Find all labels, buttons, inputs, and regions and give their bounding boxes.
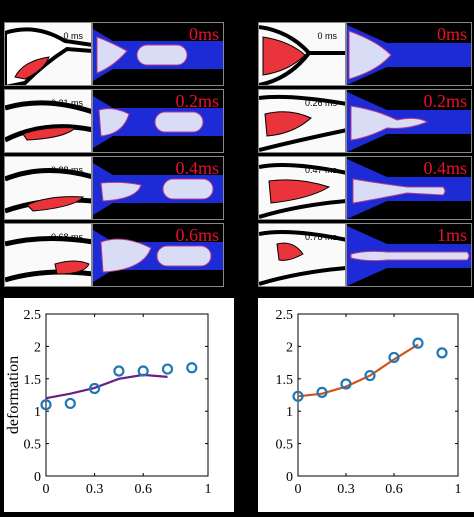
right-deformation-chart: 0 0.5 1 1.5 2 2.5 0 0.3 0.6 1 [276,308,462,497]
simulation-image [93,224,223,286]
data-point [186,362,198,374]
simulation-frame: 0.2ms [346,89,472,153]
x-tick-label: 0.6 [134,482,152,497]
y-tick-label: 2.5 [24,308,42,323]
simulation-frame: 0.4ms [92,156,224,220]
y-tick-label: 0 [286,470,293,485]
micro-time-label: 0.26 ms [304,98,337,108]
right-chart-panel: 0 0.5 1 1.5 2 2.5 0 0.3 0.6 1 [258,298,474,512]
y-axis-label: deformation [5,356,22,434]
sim-time-label: 0.4ms [423,158,467,178]
micrograph-image [259,163,345,219]
micrograph-image [5,235,91,283]
sim-time-label: 1ms [436,225,467,245]
simulation-image [93,23,223,85]
micrograph-frame: 0.78 ms [258,223,346,287]
data-point [137,365,149,377]
y-tick-label: 0.5 [24,438,42,453]
micrograph-frame: 0.26 ms [258,89,346,153]
y-tick-label: 2.5 [276,308,294,323]
micrograph-frame: 0.47 ms [258,156,346,220]
micrograph-image [5,168,91,214]
micro-time-label: 0.47 ms [304,165,337,175]
x-tick-label: 1 [455,482,462,497]
y-tick-label: 1.5 [276,373,294,388]
data-point [412,337,424,349]
sim-time-label: 0.6ms [175,225,219,245]
micro-time-label: 0 ms [317,31,337,41]
model-curve [297,343,419,398]
micrograph-image [259,25,345,85]
sim-time-label: 0.2ms [423,91,467,111]
simulation-image [93,157,223,219]
micro-time-label: 0.38 ms [50,165,83,175]
micrograph-frame: 0.21 ms [4,89,92,153]
micro-time-label: 0.78 ms [304,232,337,242]
micrograph-image [259,230,345,286]
data-point [161,363,174,375]
micrograph-frame: 0.68 ms [4,223,92,287]
right-sequence-panel: 0 ms 0ms 0.26 ms 0.2ms 0.47 ms [258,22,472,288]
left-deformation-chart: 0 0.5 1 1.5 2 2.5 0 0.3 0.6 1 deformation [5,308,212,497]
simulation-image [347,90,471,152]
data-point [364,369,376,382]
y-tick-label: 2 [286,340,293,355]
simulation-image [347,157,471,219]
data-point [436,347,448,359]
data-point [88,382,101,395]
micro-time-label: 0.21 ms [50,98,83,108]
simulation-image [347,224,471,286]
y-tick-label: 2 [34,340,41,355]
simulation-frame: 0.2ms [92,89,224,153]
sim-time-label: 0ms [188,24,219,44]
data-point [292,390,304,402]
y-tick-label: 1 [286,405,293,420]
plot-frame [297,313,459,477]
simulation-image [347,23,471,85]
micrograph-frame: 0 ms [4,22,92,86]
x-tick-label: 0 [43,482,50,497]
micro-time-label: 0 ms [63,31,83,41]
x-tick-label: 0 [295,482,302,497]
simulation-image [93,90,223,152]
x-tick-label: 0.3 [337,482,355,497]
simulation-frame: 0ms [346,22,472,86]
data-point [340,378,352,390]
x-tick-label: 0.3 [86,482,104,497]
left-sequence-panel: 0 ms 0ms 0.21 ms 0.2ms 0.38 ms [4,22,224,288]
plot-frame [45,313,209,477]
data-point [316,386,328,399]
sim-time-label: 0.4ms [175,158,219,178]
sim-time-label: 0ms [436,24,467,44]
sim-time-label: 0.2ms [175,91,219,111]
micrograph-image [5,100,91,143]
data-point [113,365,125,377]
data-point [40,399,52,411]
simulation-frame: 1ms [346,223,472,287]
left-chart-panel: 0 0.5 1 1.5 2 2.5 0 0.3 0.6 1 deformation [4,298,234,512]
micrograph-frame: 0.38 ms [4,156,92,220]
y-tick-label: 1 [34,405,41,420]
model-curve [45,373,168,400]
micro-time-label: 0.68 ms [50,232,83,242]
y-tick-label: 0.5 [276,438,294,453]
micrograph-image [5,27,91,85]
simulation-frame: 0.6ms [92,223,224,287]
data-point [64,397,76,410]
x-tick-label: 1 [205,482,212,497]
y-tick-label: 0 [34,470,41,485]
simulation-frame: 0.4ms [346,156,472,220]
data-point [388,351,400,364]
micrograph-image [259,94,345,152]
x-tick-label: 0.6 [385,482,403,497]
micrograph-frame: 0 ms [258,22,346,86]
y-tick-label: 1.5 [24,373,42,388]
simulation-frame: 0ms [92,22,224,86]
